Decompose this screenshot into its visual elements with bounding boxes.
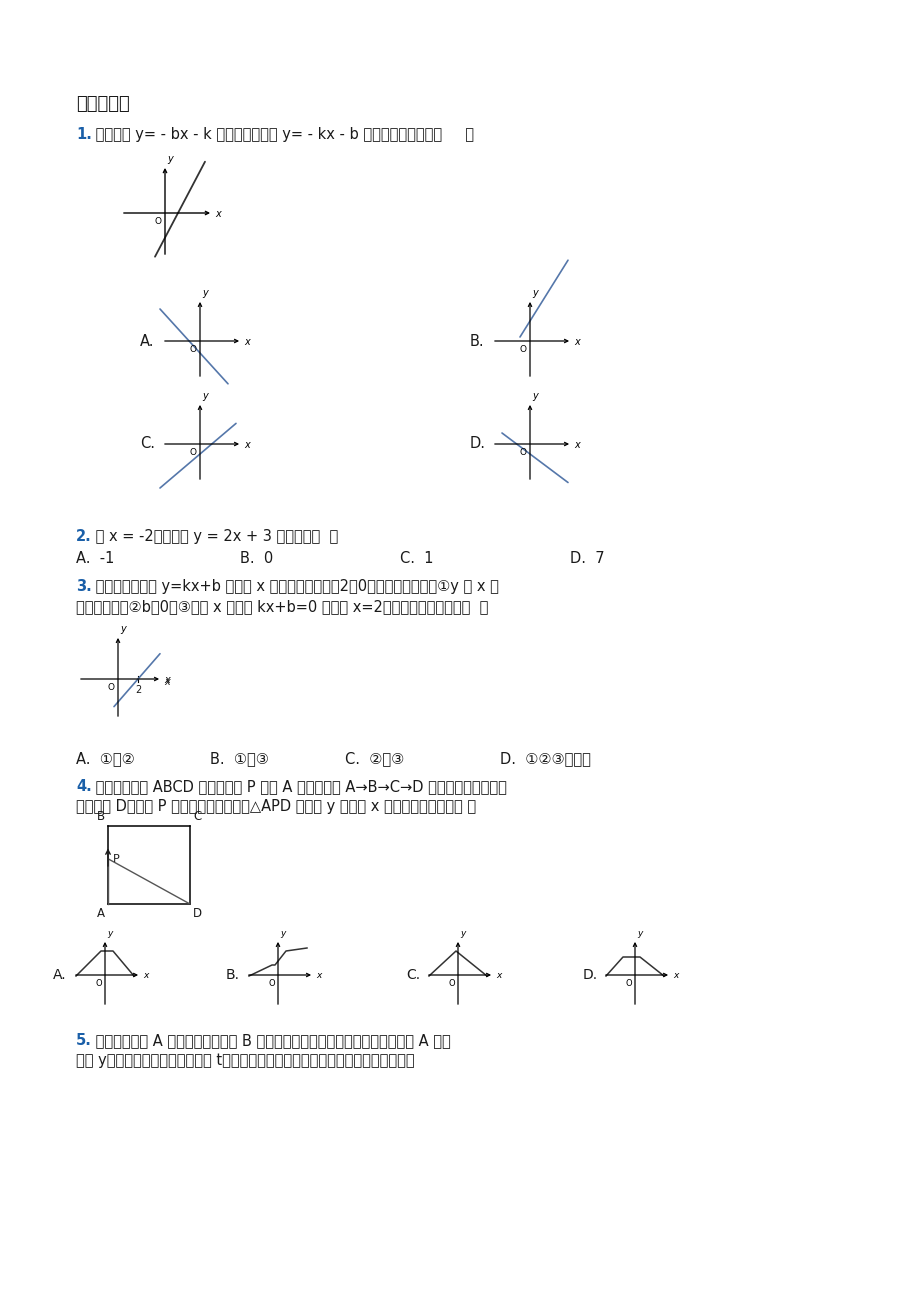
Text: 如图，一次函数 y=kx+b 图象与 x 轴的交点坐标是（2，0），则下列说法：①y 随 x 的: 如图，一次函数 y=kx+b 图象与 x 轴的交点坐标是（2，0），则下列说法：… — [91, 579, 498, 594]
Text: 增大而减小；②b＞0；③关于 x 的方程 kx+b=0 的解为 x=2．其中说法正确的是（  ）: 增大而减小；②b＞0；③关于 x 的方程 kx+b=0 的解为 x=2．其中说法… — [76, 599, 488, 615]
Text: B.: B. — [226, 967, 240, 982]
Text: 4.: 4. — [76, 779, 92, 794]
Text: B.: B. — [470, 333, 484, 349]
Text: O: O — [519, 345, 527, 354]
Text: C.: C. — [140, 436, 154, 452]
Text: y: y — [531, 288, 538, 298]
Text: 2: 2 — [135, 685, 141, 695]
Text: y: y — [202, 391, 208, 401]
Text: y: y — [460, 930, 465, 937]
Text: x: x — [215, 210, 221, 219]
Text: 5.: 5. — [76, 1032, 92, 1048]
Text: 2.: 2. — [76, 529, 92, 544]
Text: x: x — [244, 440, 249, 450]
Text: x: x — [164, 674, 170, 685]
Text: A.: A. — [53, 967, 66, 982]
Text: O: O — [154, 217, 162, 227]
Text: B.  0: B. 0 — [240, 551, 273, 566]
Text: x: x — [573, 440, 579, 450]
Text: C.: C. — [405, 967, 420, 982]
Text: 3.: 3. — [76, 579, 92, 594]
Text: C.  ②和③: C. ②和③ — [345, 751, 403, 766]
Text: O: O — [190, 345, 197, 354]
Text: O: O — [268, 979, 275, 988]
Text: x: x — [315, 971, 321, 980]
Text: x: x — [142, 971, 148, 980]
Text: x: x — [244, 337, 249, 348]
Text: A.: A. — [140, 333, 154, 349]
Text: 距离 y（千米）与甲车行驶的时间 t（小时）之间的函数关系如图所示，则下列结论：: 距离 y（千米）与甲车行驶的时间 t（小时）之间的函数关系如图所示，则下列结论： — [76, 1053, 414, 1068]
Text: A.  -1: A. -1 — [76, 551, 114, 566]
Text: x: x — [573, 337, 579, 348]
Text: 一、选择题: 一、选择题 — [76, 95, 130, 113]
Text: B.  ①和③: B. ①和③ — [210, 751, 268, 766]
Text: D.: D. — [583, 967, 597, 982]
Text: x: x — [164, 677, 170, 687]
Text: O: O — [190, 448, 197, 457]
Text: y: y — [119, 624, 126, 634]
Text: D.  7: D. 7 — [570, 551, 604, 566]
Text: y: y — [202, 288, 208, 298]
Text: C.  1: C. 1 — [400, 551, 433, 566]
Text: D.  ①②③都正确: D. ①②③都正确 — [499, 751, 590, 766]
Text: y: y — [107, 930, 112, 937]
Text: x: x — [495, 971, 501, 980]
Text: O: O — [108, 684, 115, 691]
Text: 一次函数 y= - bx - k 的图象如下，则 y= - kx - b 的图象大致位置是（     ）: 一次函数 y= - bx - k 的图象如下，则 y= - kx - b 的图象… — [91, 128, 473, 142]
Text: 后到达点 D，则点 P 在匀速运动过程中，△APD 的面积 y 随时间 x 变化的图象大致是（ ）: 后到达点 D，则点 P 在匀速运动过程中，△APD 的面积 y 随时间 x 变化… — [76, 799, 476, 814]
Text: y: y — [531, 391, 538, 401]
Text: x: x — [673, 971, 677, 980]
Text: O: O — [625, 979, 631, 988]
Text: O: O — [96, 979, 102, 988]
Text: C: C — [193, 810, 201, 823]
Text: y: y — [279, 930, 285, 937]
Text: A: A — [96, 907, 105, 921]
Text: 当 x = -2时，函数 y = 2x + 3 的值等于（  ）: 当 x = -2时，函数 y = 2x + 3 的值等于（ ） — [91, 529, 338, 544]
Text: A.  ①和②: A. ①和② — [76, 751, 134, 766]
Text: D.: D. — [470, 436, 485, 452]
Text: 1.: 1. — [76, 128, 92, 142]
Text: y: y — [167, 154, 173, 164]
Text: O: O — [519, 448, 527, 457]
Text: O: O — [448, 979, 455, 988]
Text: P: P — [113, 854, 119, 863]
Text: 甲、乙两车从 A 城出发匀速行驶至 B 城．在整个行驶过程中，甲、乙两车离开 A 城的: 甲、乙两车从 A 城出发匀速行驶至 B 城．在整个行驶过程中，甲、乙两车离开 A… — [91, 1032, 450, 1048]
Text: 如图，在矩形 ABCD 中，一动点 P 从点 A 出发，沿着 A→B→C→D 的方向匀速运动，最: 如图，在矩形 ABCD 中，一动点 P 从点 A 出发，沿着 A→B→C→D 的… — [91, 779, 506, 794]
Text: y: y — [636, 930, 641, 937]
Text: D: D — [193, 907, 202, 921]
Text: B: B — [96, 810, 105, 823]
